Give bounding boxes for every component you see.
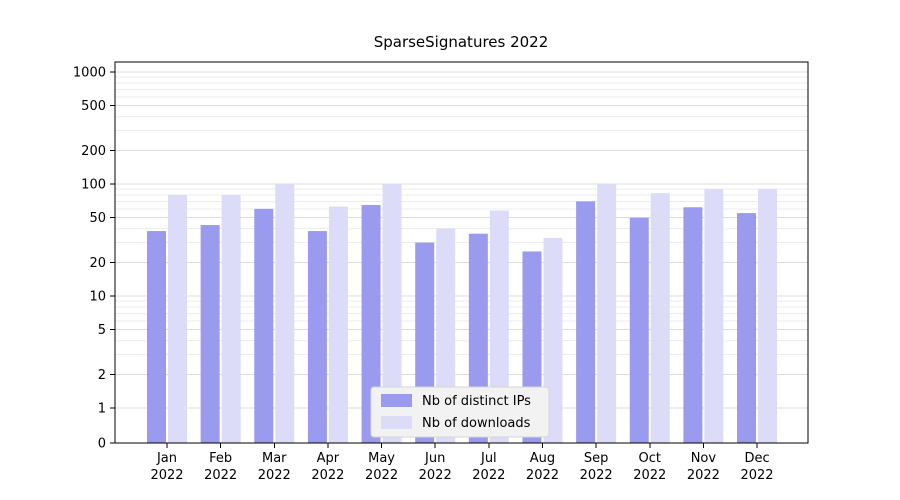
y-tick-label: 200: [81, 144, 106, 159]
x-tick-label: Jun 2022: [419, 451, 452, 483]
bar-feb-downloads: [221, 194, 241, 443]
axes: [110, 61, 809, 448]
y-axis-tick-labels: 0 1 2 5 10 20 50 100 200 500 1000: [73, 66, 106, 452]
bar-mar-downloads: [275, 184, 295, 443]
bar-apr-downloads: [328, 206, 348, 443]
bar-may-downloads: [382, 184, 402, 443]
y-tick-label: 1: [98, 402, 106, 417]
y-tick-label: 20: [89, 256, 106, 271]
x-tick-label: Feb 2022: [204, 451, 237, 483]
x-tick-label: Mar 2022: [258, 451, 291, 483]
legend-label-downloads: Nb of downloads: [422, 416, 531, 431]
x-tick-label: Dec 2022: [740, 451, 773, 483]
y-tick-label: 50: [89, 211, 106, 226]
y-tick-label: 500: [81, 99, 106, 114]
x-tick-label: Apr 2022: [311, 451, 344, 483]
bar-apr-distinct-ips: [307, 231, 327, 443]
legend: Nb of distinct IPs Nb of downloads: [370, 386, 550, 438]
bar-oct-downloads: [650, 193, 670, 443]
legend-label-distinct-ips: Nb of distinct IPs: [422, 394, 531, 409]
legend-box: [370, 386, 550, 438]
x-tick-label: Jul 2022: [472, 451, 505, 483]
x-tick-label: Nov 2022: [687, 451, 720, 483]
bar-feb-distinct-ips: [200, 225, 220, 443]
legend-swatch-distinct-ips: [381, 394, 412, 407]
x-tick-label: Aug 2022: [526, 451, 559, 483]
x-tick-label: Oct 2022: [633, 451, 666, 483]
bar-nov-distinct-ips: [683, 207, 703, 443]
y-tick-label: 5: [98, 323, 106, 338]
x-tick-label: Sep 2022: [580, 451, 613, 483]
bar-dec-distinct-ips: [737, 213, 757, 443]
bar-nov-downloads: [704, 189, 724, 443]
bar-mar-distinct-ips: [254, 208, 274, 443]
x-tick-label: Jan 2022: [150, 451, 183, 483]
y-tick-label: 10: [89, 290, 106, 305]
bar-jul-downloads: [489, 210, 509, 443]
bar-oct-distinct-ips: [629, 217, 649, 443]
x-axis-tick-labels: Jan 2022 Feb 2022 Mar 2022 Apr 2022 May 2022 Jun 20…: [150, 451, 773, 483]
x-tick-label: May 2022: [365, 451, 398, 483]
bar-sep-downloads: [597, 184, 617, 443]
legend-swatch-downloads: [381, 416, 412, 429]
chart-title: SparseSignatures 2022: [374, 33, 549, 51]
bar-dec-downloads: [758, 189, 778, 443]
y-tick-label: 1000: [73, 66, 106, 81]
bar-sep-distinct-ips: [576, 201, 596, 443]
bar-jan-distinct-ips: [147, 231, 166, 443]
bar-jan-downloads: [168, 194, 187, 443]
y-tick-label: 100: [81, 178, 106, 193]
plot-border: [114, 61, 809, 444]
y-tick-label: 0: [98, 437, 106, 452]
bar-may-distinct-ips: [361, 204, 381, 443]
y-tick-label: 2: [98, 368, 106, 383]
